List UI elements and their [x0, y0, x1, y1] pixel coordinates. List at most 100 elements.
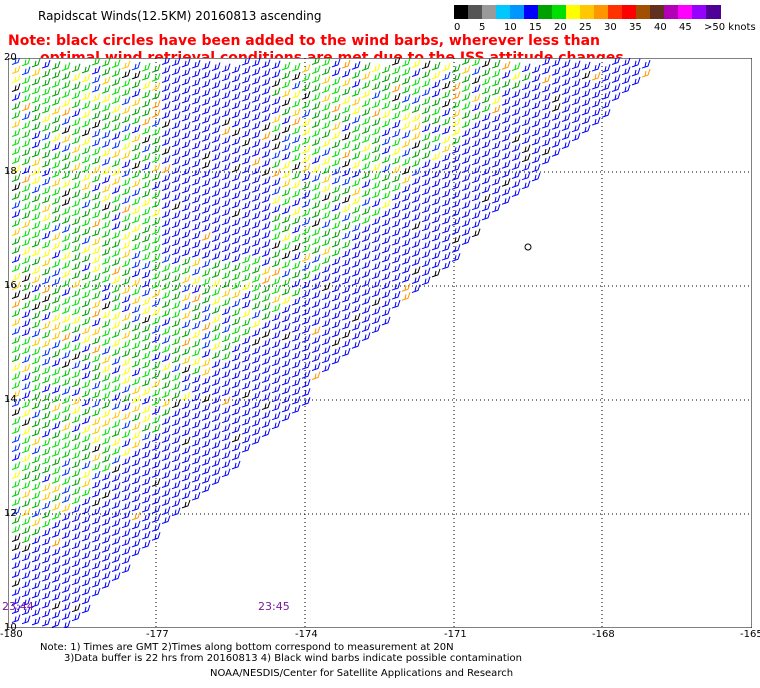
wind-barb: [101, 535, 111, 544]
wind-barb: [41, 95, 51, 105]
wind-barb: [311, 344, 321, 353]
wind-barb: [321, 300, 331, 310]
wind-barb: [451, 118, 461, 127]
wind-barb: [101, 58, 111, 67]
wind-barb: [51, 268, 61, 277]
wind-barb: [221, 378, 231, 388]
wind-barb: [91, 263, 101, 273]
wind-barb: [11, 191, 21, 200]
wind-barb: [211, 116, 221, 125]
wind-barb: [121, 546, 131, 556]
wind-barb: [221, 126, 231, 136]
wind-barb: [141, 539, 151, 549]
wind-barb: [31, 184, 41, 194]
wind-barb: [171, 210, 181, 220]
wind-barb: [51, 340, 61, 349]
wind-barb: [291, 179, 301, 189]
wind-barb: [211, 251, 221, 260]
wind-barb: [231, 217, 241, 227]
colorbar-swatch: [678, 5, 693, 19]
wind-barb: [341, 158, 351, 168]
wind-barb: [31, 67, 41, 77]
wind-barb: [111, 167, 121, 176]
wind-barb: [141, 161, 151, 171]
wind-barb: [181, 274, 191, 284]
wind-barb: [131, 133, 141, 143]
wind-barb: [231, 154, 241, 164]
wind-barb: [361, 125, 371, 134]
wind-barb: [151, 415, 161, 424]
wind-barb: [151, 208, 161, 217]
wind-barb: [501, 142, 511, 151]
wind-barb: [91, 362, 101, 372]
chart-title: Rapidscat Winds(12.5KM) 20160813 ascendi…: [38, 9, 322, 23]
wind-barb: [481, 202, 491, 212]
wind-barb: [31, 463, 41, 473]
wind-barb: [61, 557, 71, 566]
wind-barb: [21, 408, 31, 418]
wind-barb: [351, 322, 361, 331]
wind-barb: [271, 213, 281, 223]
wind-barb: [161, 290, 171, 299]
wind-barb: [61, 143, 71, 152]
wind-barb: [401, 229, 411, 238]
wind-barb: [321, 273, 331, 283]
wind-barb: [331, 283, 341, 293]
wind-barb: [331, 337, 341, 347]
wind-barb: [201, 133, 211, 142]
wind-barb: [111, 554, 121, 563]
wind-barb: [221, 198, 231, 208]
wind-barb: [251, 400, 261, 409]
wind-barb: [41, 194, 51, 204]
wind-barb: [191, 374, 201, 384]
wind-barb: [61, 107, 71, 116]
wind-barb: [71, 243, 81, 253]
wind-barb: [551, 67, 561, 76]
wind-barb: [301, 136, 311, 145]
wind-barb: [161, 92, 171, 101]
wind-barb: [611, 83, 621, 92]
wind-barb: [51, 295, 61, 304]
wind-barb: [341, 131, 351, 141]
wind-barb: [51, 169, 61, 178]
wind-barb: [61, 458, 71, 467]
wind-barb: [291, 71, 301, 81]
wind-barb: [501, 97, 511, 106]
wind-barb: [141, 188, 151, 198]
wind-barb: [511, 98, 521, 107]
wind-barb: [221, 324, 231, 334]
wind-barb: [271, 330, 281, 340]
wind-barb: [601, 64, 611, 73]
wind-barb: [31, 229, 41, 239]
wind-barb: [31, 211, 41, 221]
wind-barb: [181, 427, 191, 437]
wind-barb: [271, 132, 281, 142]
wind-barb: [81, 568, 91, 578]
wind-barb: [51, 349, 61, 358]
wind-barb: [71, 486, 81, 496]
wind-barb: [151, 334, 161, 343]
wind-barb: [81, 64, 91, 74]
wind-barb: [161, 164, 171, 173]
wind-barb: [171, 399, 181, 409]
wind-barb: [231, 316, 241, 326]
wind-barb: [191, 410, 201, 420]
wind-barb: [251, 67, 261, 76]
wind-barb: [21, 156, 31, 166]
wind-barb: [21, 381, 31, 391]
wind-barb: [521, 135, 531, 145]
wind-barb: [431, 196, 441, 206]
wind-barb: [21, 246, 31, 256]
wind-barb: [331, 265, 341, 275]
wind-barb: [101, 238, 111, 247]
wind-barb: [101, 67, 111, 76]
wind-barb: [471, 228, 481, 238]
wind-barb: [61, 215, 71, 224]
wind-barb: [111, 527, 121, 536]
wind-barb: [51, 367, 61, 376]
wind-barb: [301, 154, 311, 163]
wind-barb: [51, 304, 61, 313]
wind-barb: [81, 559, 91, 569]
wind-barb: [151, 478, 161, 487]
wind-barb: [71, 585, 81, 595]
